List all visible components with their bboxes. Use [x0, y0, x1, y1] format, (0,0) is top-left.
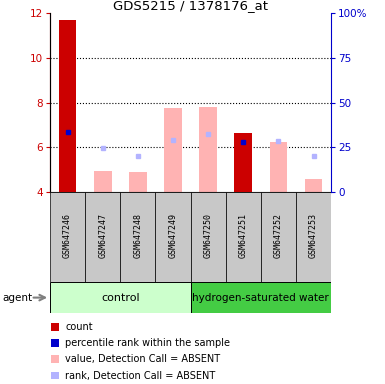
Bar	[164, 108, 182, 192]
Text: GSM647251: GSM647251	[239, 213, 248, 258]
Bar	[305, 179, 322, 192]
Bar	[191, 282, 331, 313]
Text: GSM647249: GSM647249	[169, 213, 177, 258]
Bar	[50, 282, 191, 313]
Text: GSM647247: GSM647247	[98, 213, 107, 258]
Bar	[85, 192, 120, 282]
Text: GSM647252: GSM647252	[274, 213, 283, 258]
Bar	[59, 20, 76, 192]
Bar	[191, 192, 226, 282]
Bar	[226, 192, 261, 282]
Text: GSM647250: GSM647250	[204, 213, 213, 258]
Bar	[51, 372, 59, 379]
Text: rank, Detection Call = ABSENT: rank, Detection Call = ABSENT	[65, 371, 216, 381]
Text: hydrogen-saturated water: hydrogen-saturated water	[192, 293, 329, 303]
Bar	[129, 172, 147, 192]
Bar	[51, 339, 59, 347]
Text: count: count	[65, 322, 93, 332]
Bar	[51, 323, 59, 331]
Bar	[156, 192, 191, 282]
Bar	[261, 192, 296, 282]
Text: control: control	[101, 293, 140, 303]
Text: value, Detection Call = ABSENT: value, Detection Call = ABSENT	[65, 354, 221, 364]
Text: GSM647248: GSM647248	[133, 213, 142, 258]
Bar	[50, 192, 85, 282]
Bar	[270, 142, 287, 192]
Text: percentile rank within the sample: percentile rank within the sample	[65, 338, 231, 348]
Bar	[94, 171, 112, 192]
Bar	[234, 133, 252, 192]
Title: GDS5215 / 1378176_at: GDS5215 / 1378176_at	[113, 0, 268, 12]
Text: GSM647246: GSM647246	[63, 213, 72, 258]
Bar	[51, 356, 59, 363]
Text: agent: agent	[2, 293, 32, 303]
Bar	[199, 107, 217, 192]
Text: GSM647253: GSM647253	[309, 213, 318, 258]
Bar	[121, 192, 156, 282]
Bar	[296, 192, 331, 282]
